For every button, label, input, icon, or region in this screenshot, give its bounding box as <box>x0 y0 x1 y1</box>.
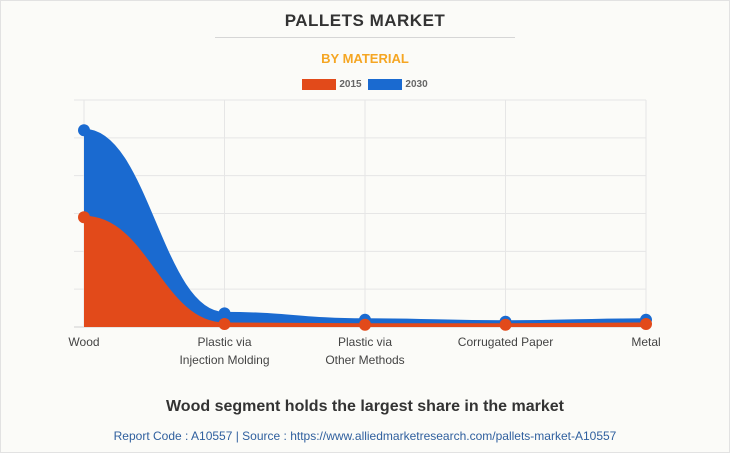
point-2015-1 <box>218 317 231 330</box>
x-tick-label-1: Plastic via Injection Molding <box>179 335 269 367</box>
x-tick-label-4: Metal <box>631 335 660 349</box>
line-2015 <box>83 215 647 327</box>
x-tick-label-3: Corrugated Paper <box>458 335 553 349</box>
line-2030 <box>83 128 647 324</box>
x-tick-label-2: Plastic via Other Methods <box>325 335 404 367</box>
legend-label-2030: 2030 <box>405 79 428 90</box>
legend-item-2015[interactable]: 2015 <box>302 79 362 90</box>
point-2015-4 <box>640 317 652 330</box>
chart-subtitle: BY MATERIAL <box>321 51 409 66</box>
legend: 2015 2030 <box>0 79 730 90</box>
point-2030-0 <box>78 124 90 137</box>
legend-item-2030[interactable]: 2030 <box>368 79 428 90</box>
chart-caption: Wood segment holds the largest share in … <box>165 398 564 415</box>
legend-label-2015: 2015 <box>339 79 362 90</box>
title-divider <box>215 37 515 38</box>
chart-title: PALLETS MARKET <box>284 11 446 30</box>
legend-swatch-2015 <box>302 79 337 90</box>
legend-swatch-2030 <box>368 79 403 90</box>
point-2015-0 <box>78 211 90 224</box>
point-2030-1 <box>218 307 231 320</box>
source-footer: Report Code : A10557 | Source : https://… <box>113 429 617 443</box>
x-tick-label-0: Wood <box>68 335 99 349</box>
point-2015-2 <box>359 318 371 331</box>
point-2015-3 <box>499 318 512 331</box>
area-2015 <box>84 217 646 327</box>
